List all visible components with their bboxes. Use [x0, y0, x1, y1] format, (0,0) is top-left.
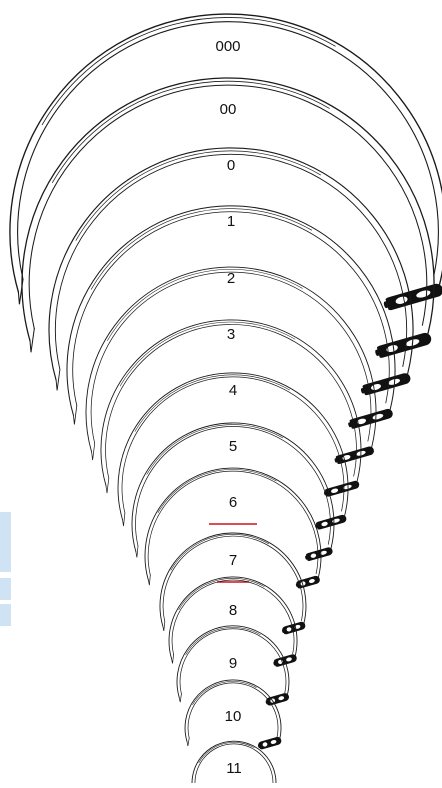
needle-outer-edge	[9, 13, 442, 293]
needle-point	[171, 654, 174, 664]
needle-point	[72, 405, 78, 425]
needle-outer-edge	[85, 266, 377, 453]
needle-9: 9	[176, 625, 290, 707]
needle-outer-edge	[100, 319, 362, 487]
needle-back-line	[119, 321, 296, 387]
needle-size-label: 5	[229, 438, 237, 455]
needle-back-line	[170, 534, 270, 571]
needle-11: 11	[191, 740, 277, 788]
needle-10: 10	[184, 679, 282, 751]
needle-outer-edge	[184, 679, 282, 742]
needle-outer-edge	[66, 205, 396, 416]
needle-outer-edge	[48, 147, 414, 381]
needle-inner-edge	[17, 21, 439, 280]
needle-size-label: 0	[227, 157, 235, 174]
needle-inner-edge	[72, 211, 390, 407]
needle-eye	[359, 373, 411, 398]
needle-5: 5	[131, 422, 335, 563]
needle-point	[91, 443, 96, 461]
needle-back-line	[107, 269, 303, 341]
needle-3: 3	[100, 319, 362, 499]
needle-inner-edge	[105, 324, 357, 479]
needle-2: 2	[85, 266, 377, 466]
needle-back-line	[146, 424, 283, 475]
needle-point	[135, 545, 139, 558]
needle-inner-edge	[171, 579, 295, 656]
needle-point	[55, 369, 61, 391]
needle-size-label: 000	[215, 38, 240, 55]
needle-eye	[280, 621, 306, 636]
needle-inner-edge	[187, 682, 279, 739]
needle-size-label: 3	[227, 326, 235, 343]
needle-outer-edge	[144, 467, 322, 581]
side-tab-middle[interactable]	[0, 578, 11, 600]
needle-outer-edge	[21, 77, 435, 342]
needle-eye	[303, 547, 333, 563]
needle-eye	[322, 480, 360, 499]
needle-back-line	[90, 208, 313, 290]
needle-back-line	[178, 578, 265, 610]
needle-back-line	[192, 681, 257, 705]
needle-size-label: 10	[225, 708, 242, 725]
needle-size-label: 2	[227, 270, 235, 287]
needle-inner-edge	[121, 376, 345, 514]
needle-back-line	[134, 374, 290, 432]
needle-inner-edge	[54, 153, 408, 370]
needle-size-label: 11	[226, 760, 242, 777]
needle-size-label: 9	[229, 655, 237, 672]
needle-outer-edge	[159, 532, 307, 627]
needle-point	[105, 477, 110, 494]
needle-0: 0	[48, 147, 414, 398]
needle-size-label: 6	[229, 494, 237, 511]
needle-size-label: 00	[220, 101, 237, 118]
needle-eye	[256, 736, 282, 751]
needle-point	[178, 693, 182, 703]
needle-point	[162, 621, 166, 631]
needle-back-line	[157, 469, 277, 513]
needle-size-label: 7	[229, 552, 237, 569]
needle-inner-edge	[28, 84, 428, 330]
needle-outer-edge	[168, 576, 298, 660]
needle-size-label: 4	[229, 382, 237, 399]
needle-inner-edge	[147, 470, 319, 576]
side-tab-upper[interactable]	[0, 512, 11, 572]
needle-outer-edge	[117, 372, 349, 521]
needle-inner-edge	[90, 271, 372, 444]
needle-back-line	[41, 17, 336, 126]
needle-inner-edge	[179, 628, 287, 695]
needle-outer-edge	[131, 422, 335, 553]
needle-00: 00	[21, 77, 435, 361]
needle-back-line	[52, 80, 330, 183]
needle-outer-edge	[176, 625, 290, 698]
needle-000: 000	[9, 13, 442, 313]
needle-point	[29, 328, 35, 353]
needle-7: 7	[159, 532, 307, 636]
needle-eye	[294, 575, 320, 590]
needle-inner-edge	[135, 426, 331, 547]
needle-size-label: 8	[229, 602, 237, 619]
needle-back-line	[185, 627, 261, 655]
needle-inner-edge	[194, 743, 274, 788]
needle-back-line	[75, 150, 321, 241]
needle-inner-edge	[162, 535, 304, 623]
needle-point	[186, 737, 190, 747]
needle-eye	[373, 332, 432, 361]
needle-6: 6	[144, 467, 322, 590]
needle-point	[122, 512, 126, 527]
needle-point	[148, 574, 151, 586]
needle-size-label: 1	[227, 213, 235, 230]
needle-back-line	[198, 742, 255, 763]
side-tab-lower[interactable]	[0, 604, 11, 626]
needle-outer-edge	[191, 740, 277, 788]
